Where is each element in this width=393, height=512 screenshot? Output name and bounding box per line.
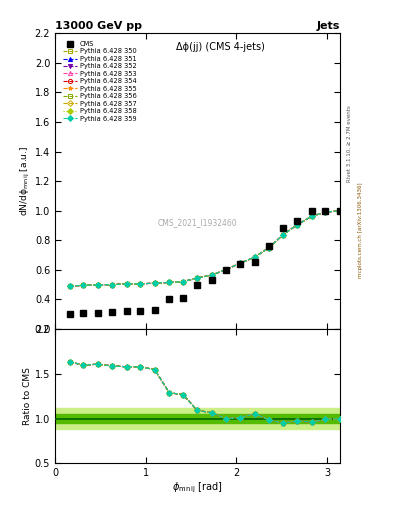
Bar xyxy=(55,414,340,423)
CMS xyxy=(267,243,272,249)
Y-axis label: Ratio to CMS: Ratio to CMS xyxy=(23,367,32,425)
Line: CMS: CMS xyxy=(67,208,343,317)
CMS xyxy=(95,310,100,316)
Text: mcplots.cern.ch [arXiv:1306.3436]: mcplots.cern.ch [arXiv:1306.3436] xyxy=(358,183,363,278)
CMS xyxy=(295,218,299,224)
CMS xyxy=(110,309,114,315)
CMS xyxy=(209,277,214,283)
CMS xyxy=(323,208,328,214)
Text: Jets: Jets xyxy=(317,20,340,31)
Text: Δϕ(jj) (CMS 4-jets): Δϕ(jj) (CMS 4-jets) xyxy=(176,42,265,52)
CMS xyxy=(138,308,143,314)
Bar xyxy=(55,408,340,429)
Legend: CMS, Pythia 6.428 350, Pythia 6.428 351, Pythia 6.428 352, Pythia 6.428 353, Pyt: CMS, Pythia 6.428 350, Pythia 6.428 351,… xyxy=(61,39,138,123)
CMS xyxy=(195,282,200,288)
CMS xyxy=(338,208,342,214)
CMS xyxy=(223,267,228,273)
Text: Rivet 3.1.10, ≥ 2.7M events: Rivet 3.1.10, ≥ 2.7M events xyxy=(347,105,352,182)
CMS xyxy=(81,310,86,316)
Y-axis label: dN/dϕ$_{\mathrm{mn\,ij}}$ [a.u.]: dN/dϕ$_{\mathrm{mn\,ij}}$ [a.u.] xyxy=(19,146,32,216)
CMS xyxy=(152,307,157,313)
CMS xyxy=(124,308,129,314)
X-axis label: $\phi_{\mathrm{mn\,ij}}$ [rad]: $\phi_{\mathrm{mn\,ij}}$ [rad] xyxy=(172,481,223,496)
CMS xyxy=(67,311,72,317)
CMS xyxy=(167,296,172,303)
CMS xyxy=(238,261,242,267)
CMS xyxy=(180,295,185,301)
Text: 13000 GeV pp: 13000 GeV pp xyxy=(55,20,142,31)
CMS xyxy=(252,260,257,266)
Text: CMS_2021_I1932460: CMS_2021_I1932460 xyxy=(158,218,237,227)
CMS xyxy=(309,208,314,214)
CMS xyxy=(280,225,285,231)
